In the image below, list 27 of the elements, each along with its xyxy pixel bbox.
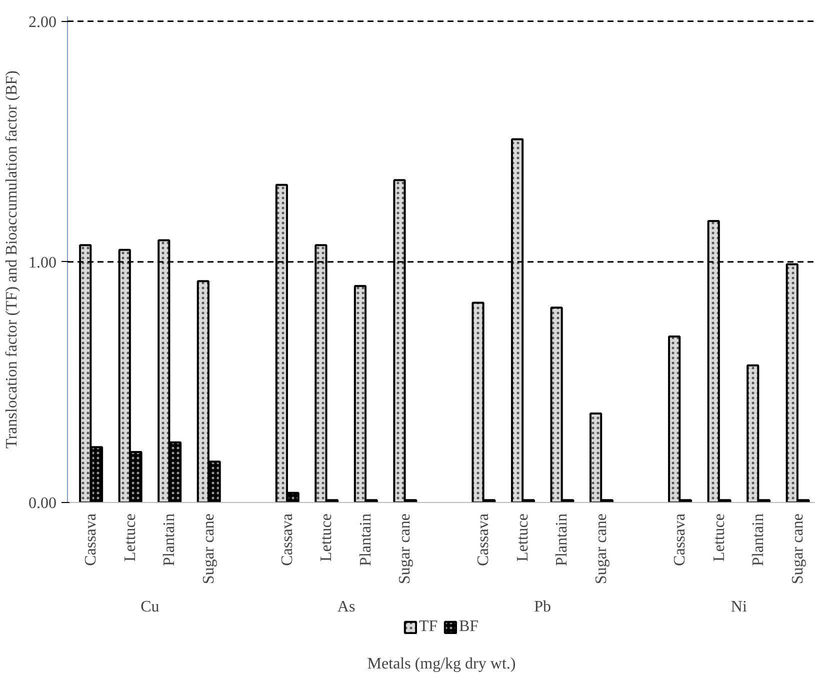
y-tick-label: 2.00 — [28, 14, 56, 31]
y-tick-label: 0.00 — [28, 495, 56, 512]
x-tick-label: Plantain — [750, 514, 768, 566]
legend-label: BF — [459, 618, 479, 636]
x-tick-label: Cassava — [278, 513, 296, 566]
x-tick-label: Lettuce — [514, 514, 532, 562]
x-tick-label: Plantain — [357, 514, 374, 566]
legend-label: TF — [419, 618, 439, 636]
text: Pb — [534, 598, 552, 616]
x-tick-label: Sugar cane — [396, 513, 414, 584]
x-tick-label: Sugar cane — [593, 513, 610, 584]
x-tick-label: Lettuce — [710, 514, 728, 562]
x-tick-label: Sugar cane — [200, 513, 218, 584]
x-tick-label: Plantain — [161, 514, 178, 566]
y-tick-label: 1.00 — [28, 254, 56, 272]
text: Ni — [730, 598, 748, 616]
x-tick-label: Lettuce — [122, 514, 139, 562]
x-tick-label: Cassava — [475, 513, 492, 566]
x-axis-title: Metals (mg/kg dry wt.) — [367, 656, 516, 672]
text: As — [337, 598, 356, 616]
x-tick-label: Plantain — [554, 514, 571, 566]
x-tick-label: Cassava — [82, 513, 100, 566]
y-axis-title: Translocation factor (TF) and Bioaccumulation factor (BF) — [4, 70, 20, 448]
text: Cu — [140, 598, 160, 616]
x-tick-label: Lettuce — [318, 514, 336, 562]
x-tick-label: Sugar cane — [789, 513, 806, 584]
x-tick-label: Cassava — [672, 513, 689, 566]
